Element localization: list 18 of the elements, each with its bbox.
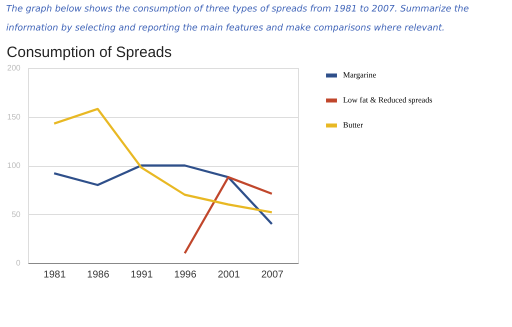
line-series <box>53 108 273 214</box>
x-tick-label: 1996 <box>174 270 197 280</box>
x-tick-label: 2001 <box>218 270 240 280</box>
y-tick-label: 0 <box>16 258 22 268</box>
y-tick-label: 50 <box>12 210 22 219</box>
y-tick-label: 150 <box>7 112 22 122</box>
y-tick-label: 100 <box>7 161 22 170</box>
legend-label: Low fat & Reduced spreads <box>343 96 432 104</box>
legend-label: Margarine <box>343 70 377 80</box>
x-tick-label: 2007 <box>261 270 284 280</box>
y-tick-label: 200 <box>7 64 22 72</box>
legend-label: Butter <box>343 120 364 130</box>
x-tick-label: 1981 <box>44 270 66 280</box>
text: The graph below shows the consumption of three types of spreads from 1981 to 2007. Summarize the information by selecting and reporting the main features and make comparisons where relevant. <box>6 4 470 34</box>
chart-title: Consumption of Spreads <box>6 44 172 61</box>
line-series <box>53 164 273 226</box>
x-tick-label: 1991 <box>130 270 154 280</box>
x-tick-label: 1986 <box>87 270 110 280</box>
